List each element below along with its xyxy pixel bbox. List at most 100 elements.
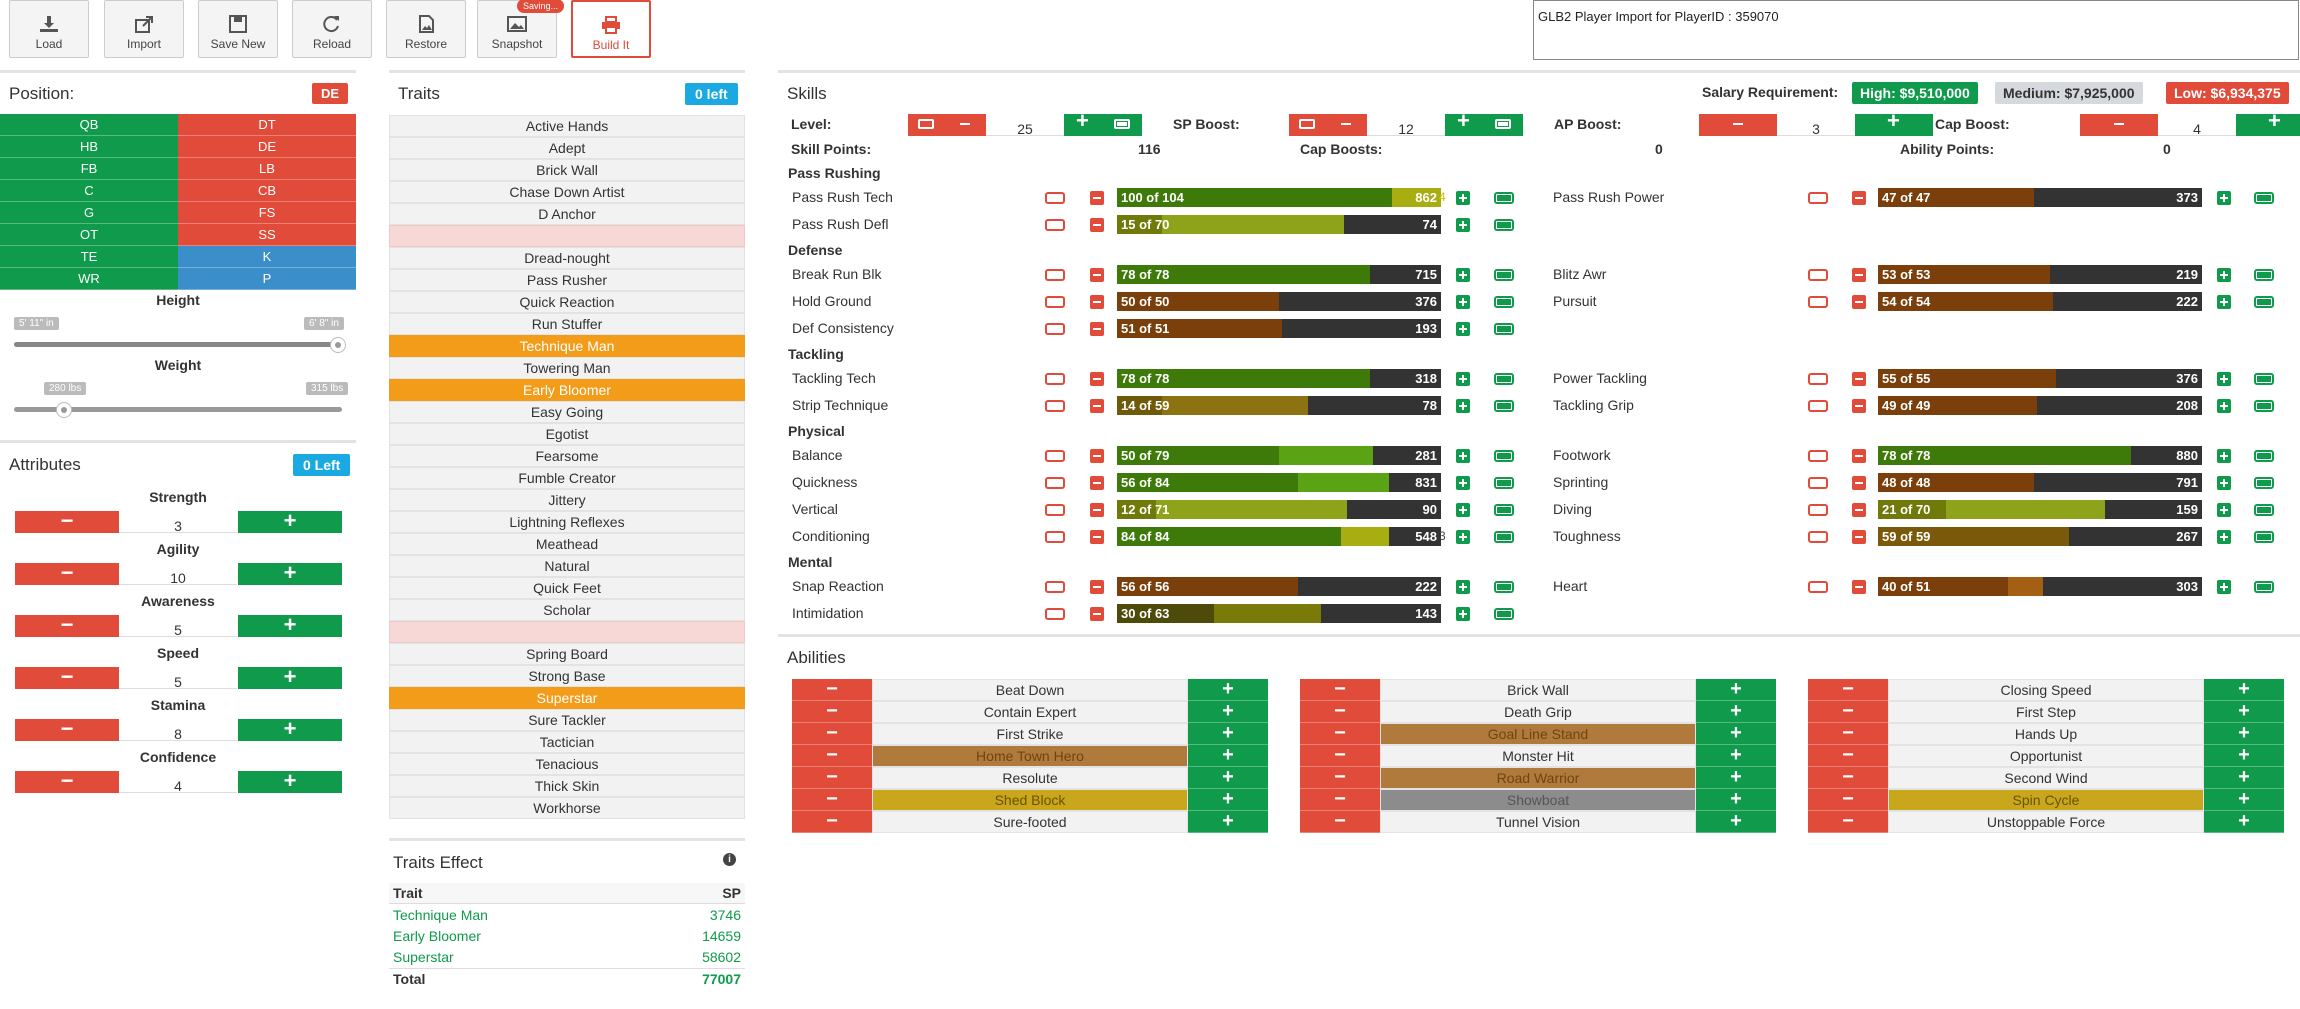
skill-minus-button[interactable] — [1090, 295, 1104, 309]
max-skill-battery-icon[interactable] — [2254, 504, 2274, 516]
max-skill-battery-icon[interactable] — [1494, 373, 1514, 385]
skill-minus-button[interactable] — [1090, 580, 1104, 594]
ability-plus-button[interactable]: + — [1188, 701, 1268, 723]
skill-plus-button[interactable] — [1456, 530, 1470, 544]
trait-fearsome[interactable]: Fearsome — [389, 445, 745, 467]
max-skill-battery-icon[interactable] — [2254, 531, 2274, 543]
position-de[interactable]: DE — [178, 136, 356, 158]
trait-run-stuffer[interactable]: Run Stuffer — [389, 313, 745, 335]
max-skill-battery-icon[interactable] — [1494, 192, 1514, 204]
ability-plus-button[interactable]: + — [1188, 789, 1268, 811]
skill-plus-button[interactable] — [2217, 399, 2231, 413]
speed-plus-button[interactable]: + — [238, 666, 342, 689]
strength-minus-button[interactable]: − — [15, 510, 119, 533]
stamina-value-input[interactable]: 8 — [119, 719, 237, 742]
trait-adept[interactable]: Adept — [389, 137, 745, 159]
skill-plus-button[interactable] — [1456, 476, 1470, 490]
ability-minus-button[interactable]: − — [1300, 701, 1380, 723]
ability-minus-button[interactable]: − — [1300, 811, 1380, 833]
strength-value-input[interactable]: 3 — [119, 511, 237, 534]
trait-tenacious[interactable]: Tenacious — [389, 753, 745, 775]
import-status-box[interactable]: GLB2 Player Import for PlayerID : 359070 — [1533, 0, 2299, 60]
trait-natural[interactable]: Natural — [389, 555, 745, 577]
ability-plus-button[interactable]: + — [1696, 679, 1776, 701]
skill-minus-button[interactable] — [1852, 530, 1866, 544]
position-fb[interactable]: FB — [0, 158, 178, 180]
agility-minus-button[interactable]: − — [15, 562, 119, 585]
ability-plus-button[interactable]: + — [1188, 745, 1268, 767]
info-icon[interactable]: i — [723, 853, 736, 866]
position-ss[interactable]: SS — [178, 224, 356, 246]
reload-button[interactable]: Reload — [292, 0, 372, 58]
max-skill-battery-icon[interactable] — [1494, 296, 1514, 308]
reset-skill-battery-icon[interactable] — [1045, 531, 1065, 543]
position-k[interactable]: K — [178, 246, 356, 268]
trait-tactician[interactable]: Tactician — [389, 731, 745, 753]
reset-skill-battery-icon[interactable] — [1045, 373, 1065, 385]
ability-minus-button[interactable]: − — [1300, 679, 1380, 701]
ap-boost-minus-button[interactable] — [1699, 114, 1777, 136]
reset-skill-battery-icon[interactable] — [1045, 296, 1065, 308]
ability-plus-button[interactable]: + — [1188, 811, 1268, 833]
strength-plus-button[interactable]: + — [238, 510, 342, 533]
skill-plus-button[interactable] — [1456, 218, 1470, 232]
reset-skill-battery-icon[interactable] — [1808, 531, 1828, 543]
reset-skill-battery-icon[interactable] — [1045, 504, 1065, 516]
max-skill-battery-icon[interactable] — [1494, 531, 1514, 543]
max-skill-battery-icon[interactable] — [1494, 450, 1514, 462]
position-lb[interactable]: LB — [178, 158, 356, 180]
ability-minus-button[interactable]: − — [792, 767, 872, 789]
position-hb[interactable]: HB — [0, 136, 178, 158]
skill-minus-button[interactable] — [1852, 268, 1866, 282]
trait-superstar[interactable]: Superstar — [389, 687, 745, 709]
trait-jittery[interactable]: Jittery — [389, 489, 745, 511]
save-new-button[interactable]: Save New — [198, 0, 278, 58]
skill-plus-button[interactable] — [2217, 503, 2231, 517]
ability-minus-button[interactable]: − — [1300, 789, 1380, 811]
skill-plus-button[interactable] — [2217, 191, 2231, 205]
trait-quick-feet[interactable]: Quick Feet — [389, 577, 745, 599]
ability-minus-button[interactable]: − — [1808, 767, 1888, 789]
awareness-minus-button[interactable]: − — [15, 614, 119, 637]
skill-minus-button[interactable] — [1090, 607, 1104, 621]
restore-button[interactable]: Restore — [386, 0, 466, 58]
position-p[interactable]: P — [178, 268, 356, 290]
ability-plus-button[interactable]: + — [1696, 723, 1776, 745]
skill-plus-button[interactable] — [2217, 476, 2231, 490]
skill-minus-button[interactable] — [1852, 372, 1866, 386]
skill-minus-button[interactable] — [1090, 218, 1104, 232]
reset-skill-battery-icon[interactable] — [1045, 323, 1065, 335]
ability-plus-button[interactable]: + — [1188, 767, 1268, 789]
ability-plus-button[interactable]: + — [1696, 767, 1776, 789]
skill-minus-button[interactable] — [1090, 191, 1104, 205]
reset-skill-battery-icon[interactable] — [1808, 504, 1828, 516]
trait-d-anchor[interactable]: D Anchor — [389, 203, 745, 225]
ability-minus-button[interactable]: − — [1300, 745, 1380, 767]
trait-fumble-creator[interactable]: Fumble Creator — [389, 467, 745, 489]
trait-lightning-reflexes[interactable]: Lightning Reflexes — [389, 511, 745, 533]
trait-quick-reaction[interactable]: Quick Reaction — [389, 291, 745, 313]
skill-minus-button[interactable] — [1852, 449, 1866, 463]
skill-plus-button[interactable] — [2217, 449, 2231, 463]
skill-minus-button[interactable] — [1852, 503, 1866, 517]
reset-skill-battery-icon[interactable] — [1045, 400, 1065, 412]
cap-boost-value-input[interactable]: 4 — [2158, 114, 2236, 137]
reset-skill-battery-icon[interactable] — [1808, 400, 1828, 412]
reset-skill-battery-icon[interactable] — [1045, 219, 1065, 231]
agility-plus-button[interactable]: + — [238, 562, 342, 585]
ability-minus-button[interactable]: − — [792, 789, 872, 811]
reset-skill-battery-icon[interactable] — [1808, 192, 1828, 204]
sp-boost-plus-button[interactable]: + — [1445, 110, 1523, 136]
awareness-value-input[interactable]: 5 — [119, 615, 237, 638]
reset-skill-battery-icon[interactable] — [1045, 477, 1065, 489]
awareness-plus-button[interactable]: + — [238, 614, 342, 637]
ability-minus-button[interactable]: − — [1808, 679, 1888, 701]
skill-plus-button[interactable] — [1456, 503, 1470, 517]
stamina-minus-button[interactable]: − — [15, 718, 119, 741]
ability-plus-button[interactable]: + — [1696, 701, 1776, 723]
ability-minus-button[interactable]: − — [792, 723, 872, 745]
skill-plus-button[interactable] — [2217, 372, 2231, 386]
max-skill-battery-icon[interactable] — [1494, 269, 1514, 281]
skill-plus-button[interactable] — [1456, 449, 1470, 463]
trait-brick-wall[interactable]: Brick Wall — [389, 159, 745, 181]
